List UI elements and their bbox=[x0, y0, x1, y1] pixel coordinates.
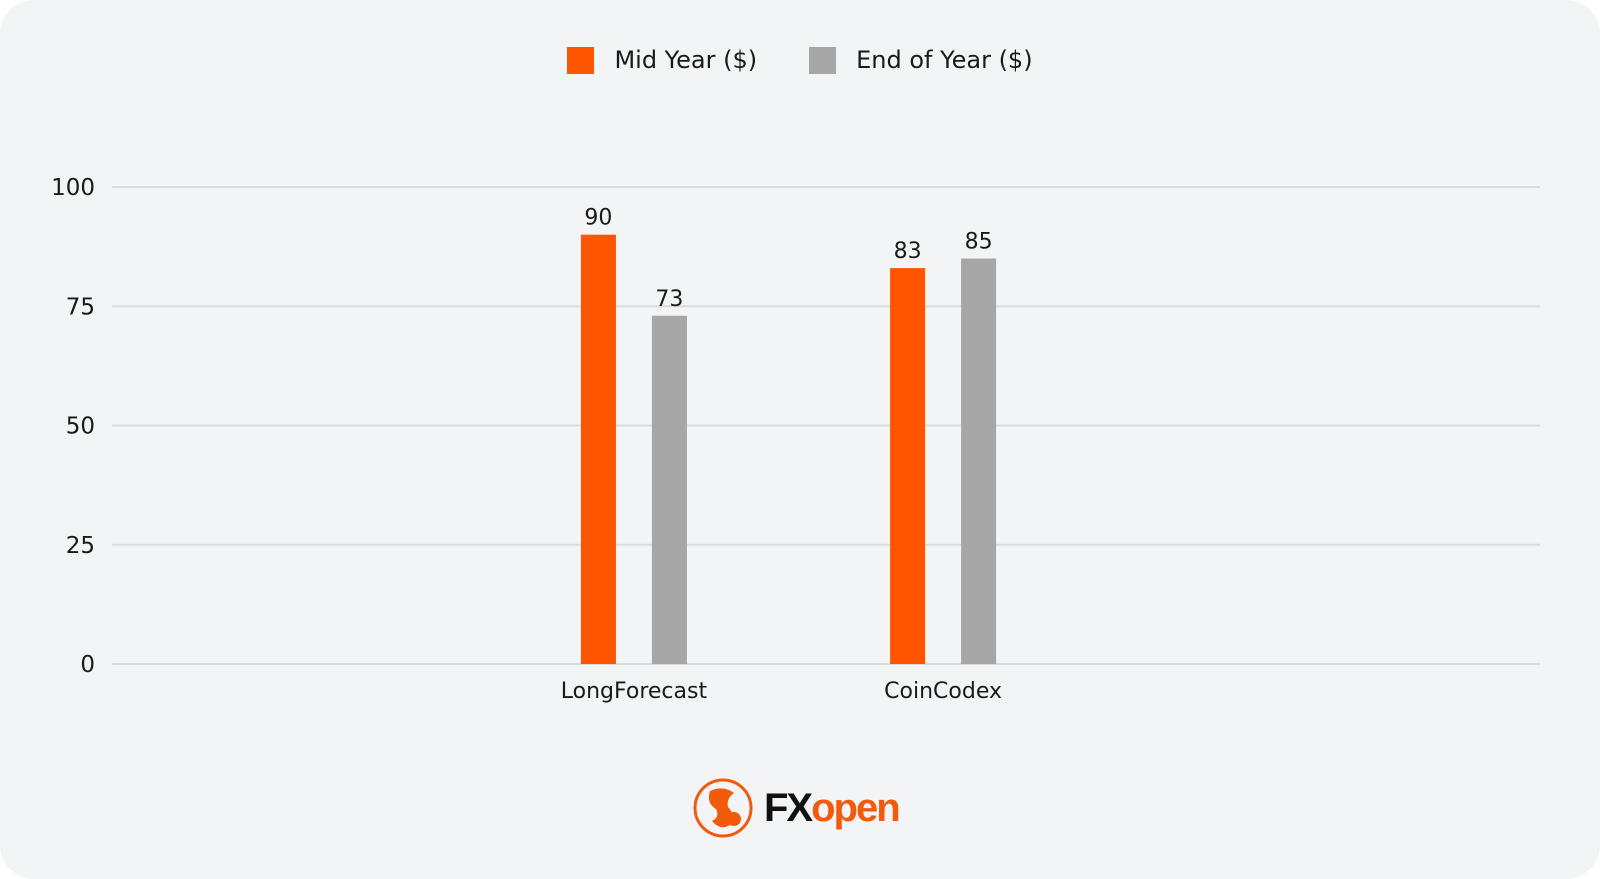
y-tick-label: 75 bbox=[66, 294, 95, 320]
x-tick-label: LongForecast bbox=[561, 679, 708, 704]
legend-item-mid-year: Mid Year ($) bbox=[567, 46, 757, 74]
logo-wordmark: FXopen bbox=[764, 785, 901, 830]
bull-logo-icon bbox=[693, 778, 753, 838]
legend-swatch-end-of-year bbox=[809, 46, 837, 74]
data-label: 90 bbox=[584, 206, 612, 231]
data-label: 73 bbox=[655, 287, 683, 312]
y-tick-label: 0 bbox=[80, 652, 95, 678]
legend-item-end-of-year: End of Year ($) bbox=[809, 46, 1033, 74]
bar bbox=[580, 234, 616, 664]
fxopen-logo: FXopen bbox=[692, 777, 901, 839]
legend-swatch-mid-year bbox=[567, 46, 595, 74]
x-tick-label: CoinCodex bbox=[884, 679, 1002, 704]
legend: Mid Year ($) End of Year ($) bbox=[0, 46, 1600, 74]
y-tick-label: 100 bbox=[51, 175, 95, 201]
bar bbox=[651, 315, 687, 664]
bar bbox=[890, 268, 926, 664]
y-tick-label: 50 bbox=[66, 414, 95, 440]
legend-label-mid-year: Mid Year ($) bbox=[614, 46, 758, 74]
data-label: 83 bbox=[894, 239, 922, 264]
bar bbox=[961, 258, 997, 664]
data-label: 85 bbox=[965, 230, 993, 255]
y-tick-label: 25 bbox=[66, 533, 95, 559]
legend-label-end-of-year: End of Year ($) bbox=[856, 46, 1033, 74]
